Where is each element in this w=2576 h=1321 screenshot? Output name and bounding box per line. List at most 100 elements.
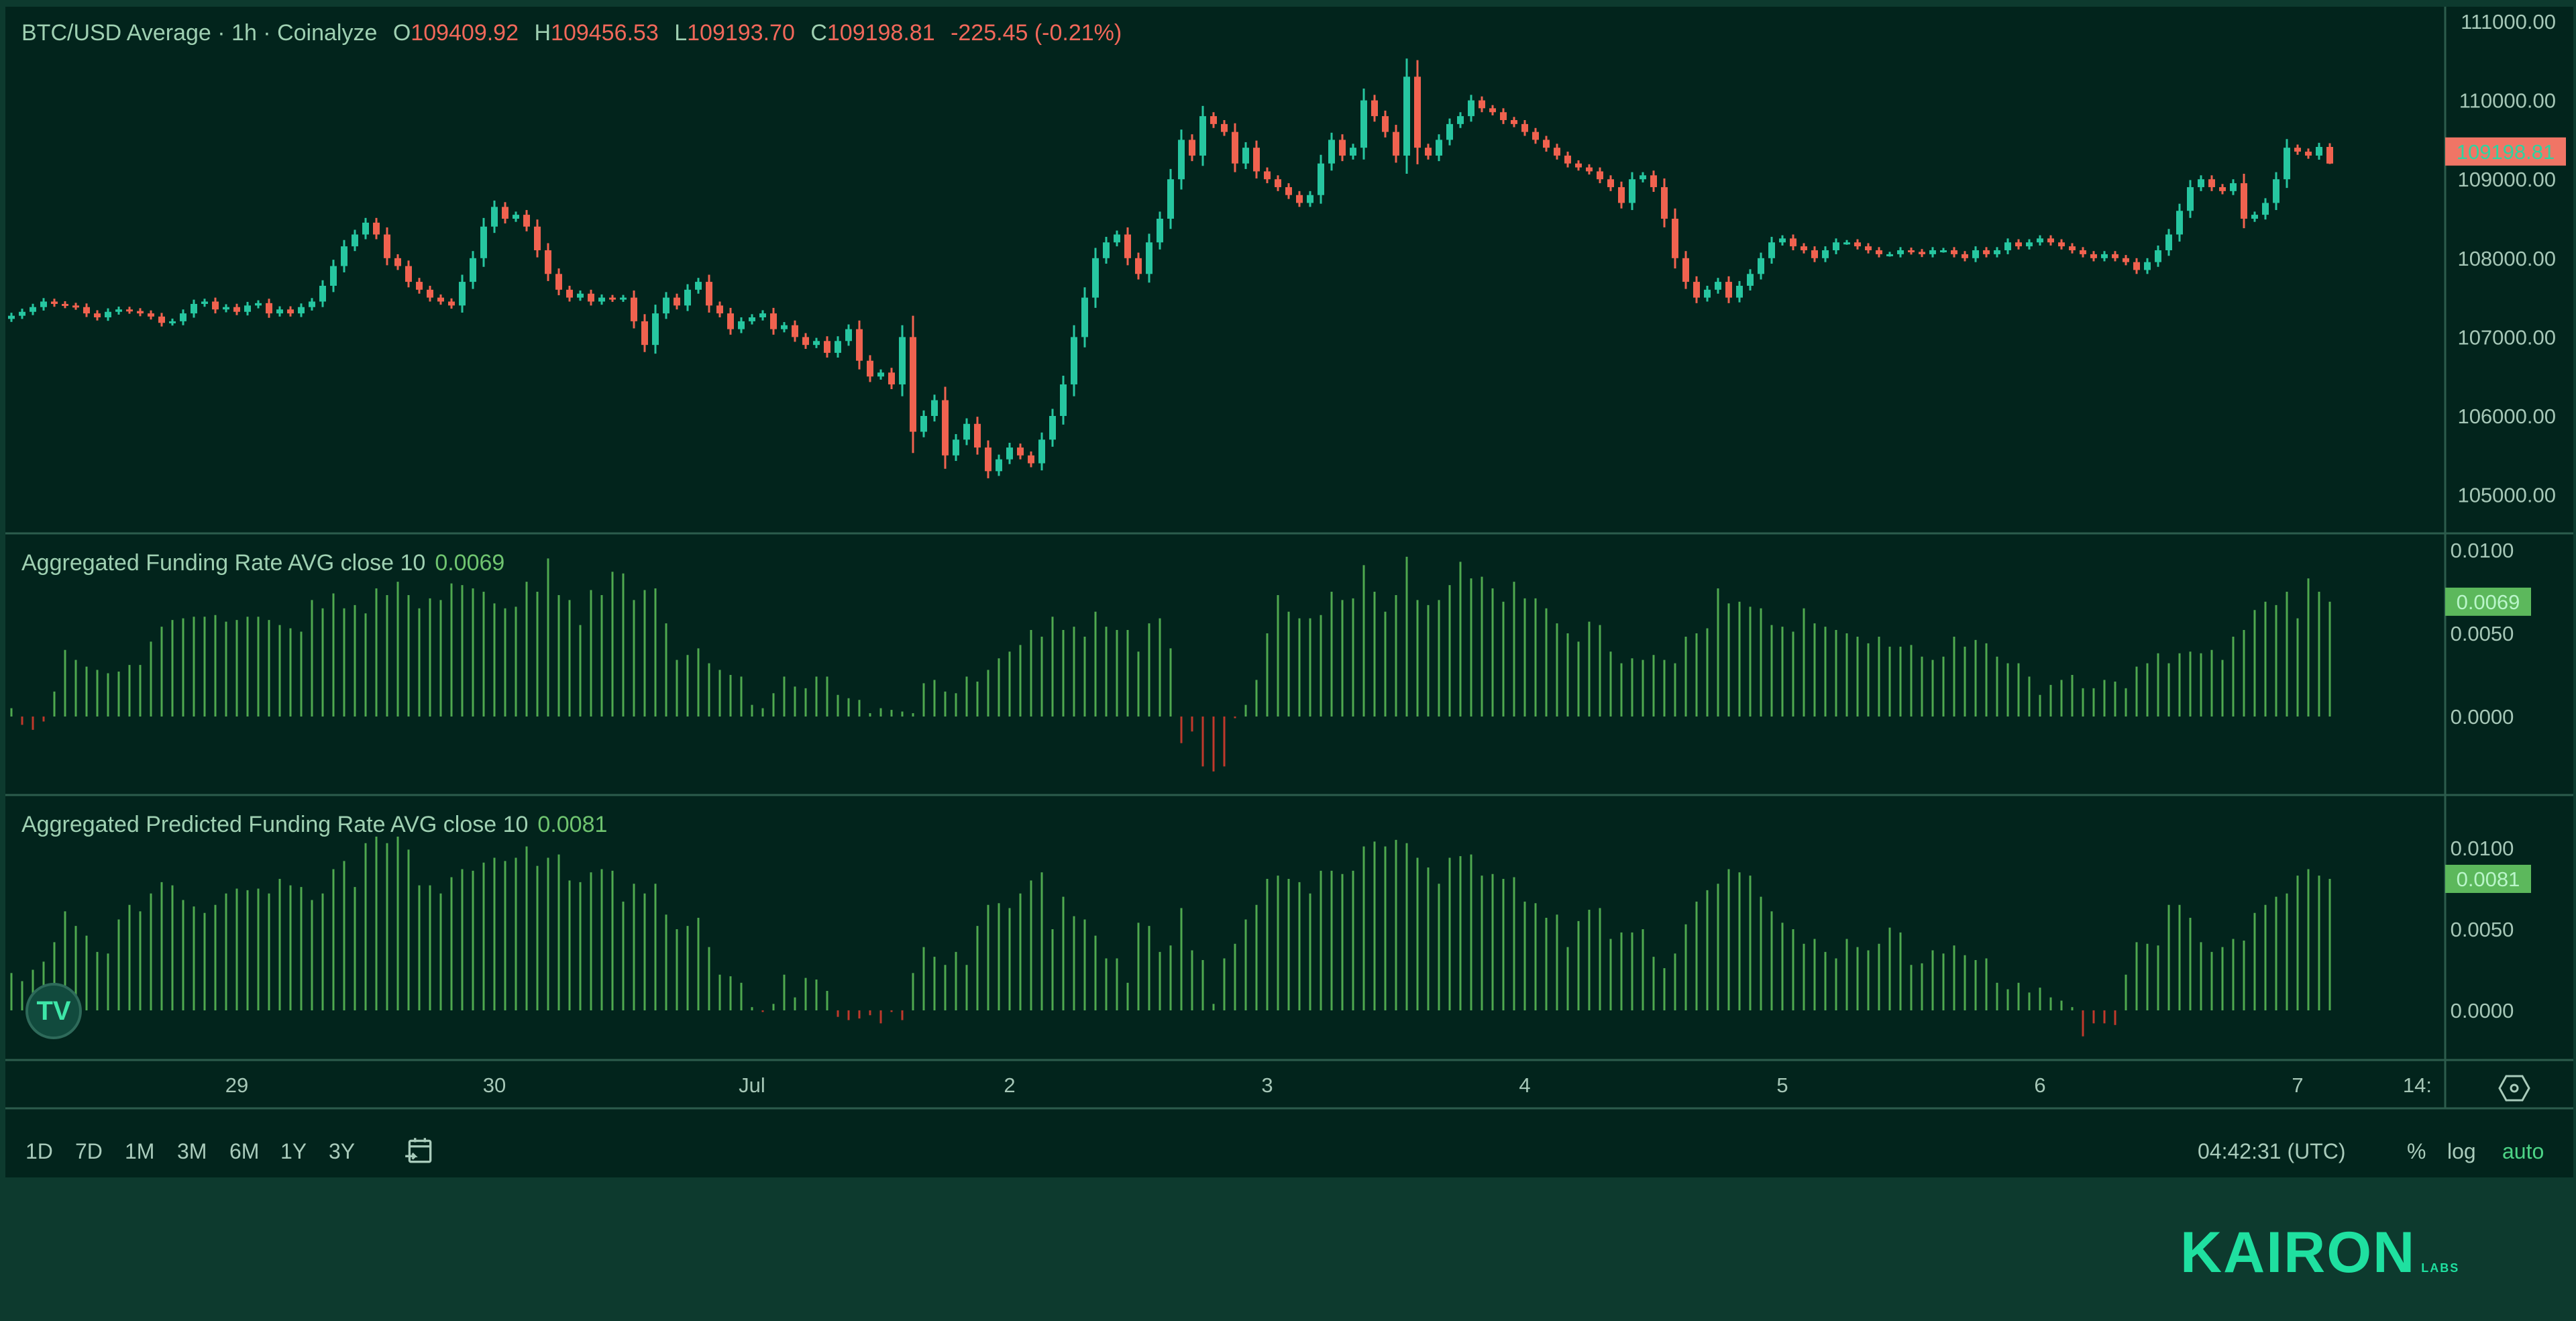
candle-body [1371,100,1378,117]
candle-body [62,304,68,307]
candle-body [1403,76,1410,156]
candle-body [2037,238,2043,243]
candle-body [1028,455,1034,464]
candle-body [1607,179,1614,187]
time-tick-label: 7 [2292,1073,2303,1097]
candle-body [191,304,197,314]
candle-body [759,313,766,317]
gear-icon[interactable] [2498,1073,2531,1103]
candle-body [1876,250,1882,254]
clock-timezone[interactable]: 04:42:31 (UTC) [2198,1139,2346,1163]
time-tick-label: 2 [1004,1073,1015,1097]
candle-body [427,289,433,298]
candle-body [1167,179,1174,219]
candle-body [1822,250,1829,258]
time-tick-label: 4 [1519,1073,1530,1097]
predicted-title[interactable]: Aggregated Predicted Funding Rate AVG cl… [21,812,529,837]
auto-toggle[interactable]: auto [2502,1139,2544,1163]
candle-body [674,297,680,306]
candle-body [2262,203,2269,215]
candle-body [920,416,927,432]
candle-body [1189,140,1195,156]
candle-body [298,307,305,314]
price-tick-label: 109000.00 [2457,168,2556,191]
funding-tick-label: 0.0000 [2451,705,2514,729]
chart-container[interactable]: 111000.00 110000.00 109000.00 108000.00 1070… [5,7,2573,1177]
chart-canvas[interactable]: 111000.00 110000.00 109000.00 108000.00 1070… [5,7,2573,1177]
candle-body [1962,254,1968,258]
percent-toggle[interactable]: % [2407,1139,2426,1163]
candle-body [502,207,508,219]
log-toggle[interactable]: log [2447,1139,2476,1163]
candle-body [513,215,519,219]
candle-body [330,266,337,286]
time-tick-label: Jul [739,1073,765,1097]
candle-body [1650,175,1657,187]
range-1m[interactable]: 1M [125,1139,155,1163]
range-6m[interactable]: 6M [229,1139,260,1163]
candle-body [2208,179,2215,187]
predicted-value: 0.0081 [537,812,608,837]
high-label: H [534,20,551,46]
open-label: O [392,20,411,46]
candle-body [2198,179,2204,187]
candle-body [652,313,659,346]
candle-body [1994,250,2000,254]
high-value: 109456.53 [551,20,659,46]
candle-body [1554,148,1560,156]
candle-body [1500,112,1507,120]
candle-body [2069,246,2076,251]
candle-body [83,307,90,314]
candle-body [1157,219,1163,243]
candle-body [577,293,584,298]
range-1d[interactable]: 1D [25,1139,53,1163]
candle-body [1618,187,1625,203]
candle-body [1092,258,1099,298]
candle-body [416,282,423,290]
close-label: C [810,20,827,46]
close-value: 109198.81 [826,20,935,46]
candle-body [2026,242,2033,247]
candle-body [856,329,863,361]
candle-body [1972,250,1979,258]
candle-body [609,297,616,300]
predicted-tick-label: 0.0000 [2451,999,2514,1022]
tradingview-logo[interactable]: TV [25,983,82,1039]
funding-title[interactable]: Aggregated Funding Rate AVG close 10 [21,550,426,576]
candle-body [1360,100,1367,148]
candle-body [1886,254,1893,256]
candle-body [394,258,401,266]
time-tick-label: 30 [483,1073,506,1097]
predicted-value-badge [2445,864,2531,893]
candle-body [2187,187,2194,211]
range-3y[interactable]: 3Y [329,1139,356,1163]
candle-body [1457,116,1464,124]
candle-body [523,215,530,227]
candle-body [1103,242,1110,258]
candle-body [684,289,691,306]
range-3m[interactable]: 3M [177,1139,207,1163]
candle-body [180,313,186,321]
candle-body [888,372,895,384]
candle-body [1768,242,1775,258]
candle-body [1049,416,1056,440]
candle-body [1135,258,1142,274]
candle-body [51,301,58,305]
candle-body [781,325,788,329]
candle-body [105,311,111,317]
candle-body [877,372,884,377]
candle-body [373,222,380,235]
calendar-range-icon[interactable] [402,1134,436,1173]
candle-body [1672,219,1678,258]
range-1y[interactable]: 1Y [280,1139,307,1163]
candle-body [2047,238,2054,243]
candle-body [1307,195,1313,203]
candle-body [1006,447,1013,460]
symbol-title[interactable]: BTC/USD Average · 1h · Coinalyze [21,20,378,46]
candle-body [19,311,25,316]
candle-body [266,303,272,314]
candle-body [470,258,476,282]
candle-body [384,234,390,258]
range-7d[interactable]: 7D [75,1139,103,1163]
candle-body [169,321,176,323]
